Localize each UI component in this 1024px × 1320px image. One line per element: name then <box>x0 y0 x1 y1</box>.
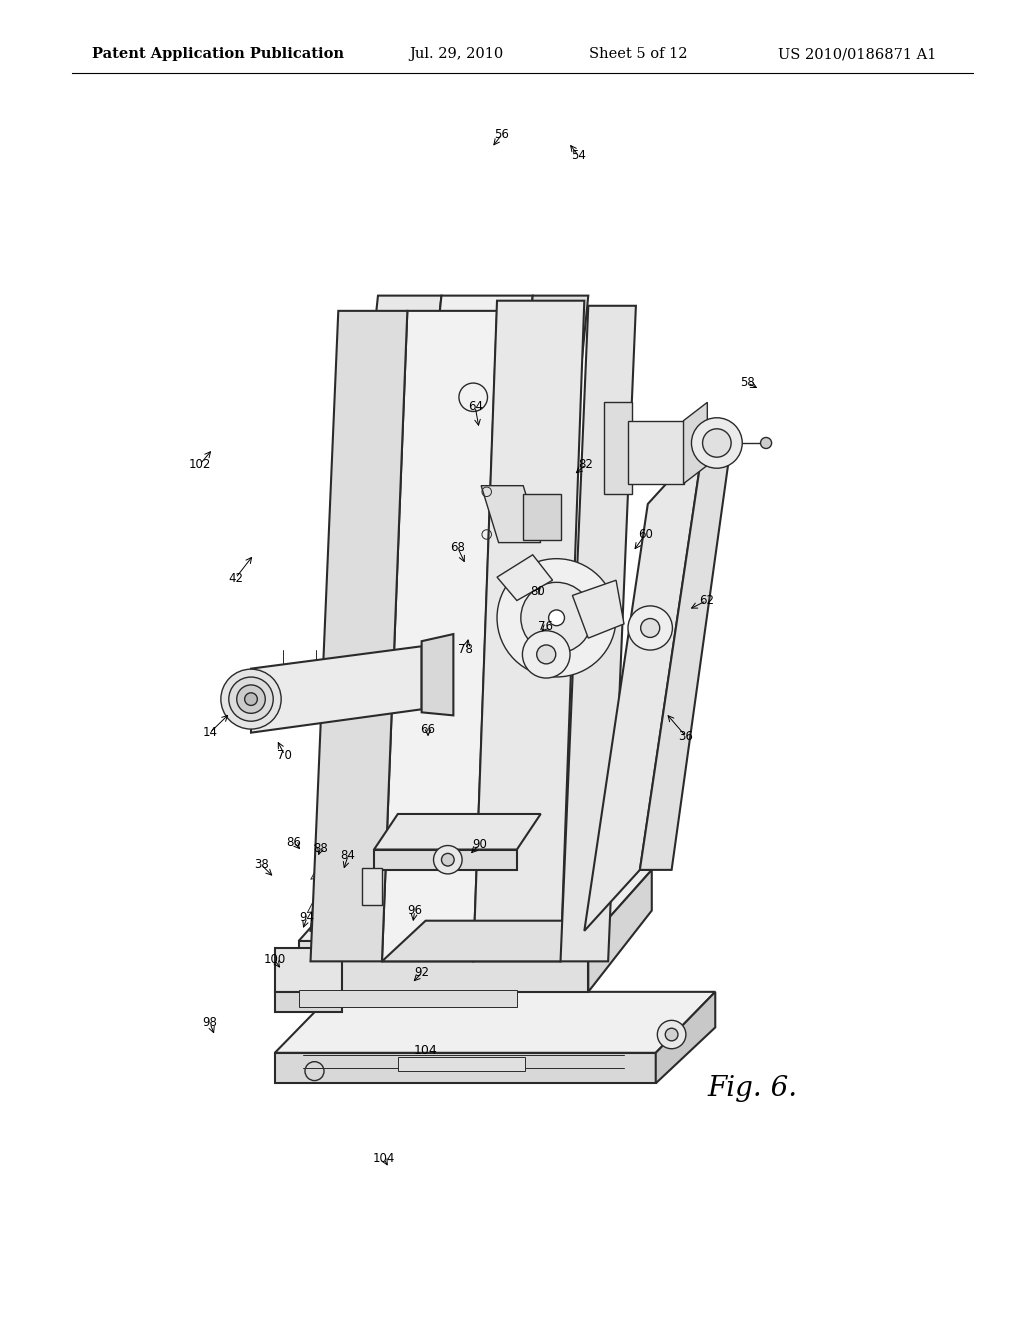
Polygon shape <box>473 301 585 961</box>
Text: 80: 80 <box>530 585 545 598</box>
Polygon shape <box>274 948 342 991</box>
Circle shape <box>245 693 257 705</box>
Text: 64: 64 <box>468 400 482 413</box>
Text: Sheet 5 of 12: Sheet 5 of 12 <box>589 48 687 61</box>
Text: 60: 60 <box>638 528 652 541</box>
Text: 42: 42 <box>228 572 243 585</box>
Text: 98: 98 <box>203 1016 217 1030</box>
Text: 56: 56 <box>495 128 509 141</box>
Text: 92: 92 <box>415 966 429 979</box>
Polygon shape <box>374 850 517 870</box>
Polygon shape <box>374 814 541 850</box>
Polygon shape <box>310 296 441 931</box>
Polygon shape <box>640 444 731 870</box>
Circle shape <box>691 417 742 469</box>
Text: 102: 102 <box>188 458 211 471</box>
Text: Patent Application Publication: Patent Application Publication <box>92 48 344 61</box>
Text: 100: 100 <box>263 953 286 966</box>
Polygon shape <box>469 296 588 931</box>
Circle shape <box>628 606 673 649</box>
Text: 82: 82 <box>579 458 593 471</box>
Polygon shape <box>655 991 715 1084</box>
Polygon shape <box>251 647 422 733</box>
Polygon shape <box>299 990 517 1007</box>
Polygon shape <box>299 870 652 941</box>
Circle shape <box>497 558 616 677</box>
Polygon shape <box>585 444 703 931</box>
Polygon shape <box>560 306 636 961</box>
Polygon shape <box>422 634 454 715</box>
Circle shape <box>221 669 282 729</box>
Text: Fig. 6.: Fig. 6. <box>708 1076 798 1102</box>
Circle shape <box>237 685 265 713</box>
Text: 76: 76 <box>539 620 553 634</box>
Text: 88: 88 <box>313 842 328 855</box>
Text: 68: 68 <box>451 541 465 554</box>
Text: 36: 36 <box>679 730 693 743</box>
Text: 94: 94 <box>300 911 314 924</box>
Polygon shape <box>572 581 624 638</box>
Polygon shape <box>628 421 684 483</box>
Circle shape <box>228 677 273 721</box>
Circle shape <box>761 437 772 449</box>
Text: 66: 66 <box>421 723 435 737</box>
Circle shape <box>549 610 564 626</box>
Polygon shape <box>362 867 382 906</box>
Text: US 2010/0186871 A1: US 2010/0186871 A1 <box>778 48 937 61</box>
Circle shape <box>441 854 455 866</box>
Text: 104: 104 <box>414 1044 437 1057</box>
Text: Jul. 29, 2010: Jul. 29, 2010 <box>410 48 504 61</box>
Circle shape <box>702 429 731 457</box>
Circle shape <box>522 631 570 678</box>
Text: 96: 96 <box>408 904 422 917</box>
Polygon shape <box>382 312 497 961</box>
Polygon shape <box>397 1057 524 1071</box>
Polygon shape <box>684 403 708 483</box>
Text: 54: 54 <box>571 149 586 162</box>
Polygon shape <box>588 870 652 991</box>
Polygon shape <box>310 312 408 961</box>
Polygon shape <box>274 991 342 1012</box>
Circle shape <box>641 619 659 638</box>
Polygon shape <box>274 991 715 1053</box>
Polygon shape <box>299 941 588 991</box>
Circle shape <box>433 846 462 874</box>
Polygon shape <box>523 494 560 540</box>
Text: 90: 90 <box>472 838 486 851</box>
Polygon shape <box>374 296 532 931</box>
Text: 104: 104 <box>373 1152 395 1166</box>
Polygon shape <box>497 554 553 601</box>
Text: 78: 78 <box>459 643 473 656</box>
Polygon shape <box>481 486 541 543</box>
Circle shape <box>666 1028 678 1041</box>
Circle shape <box>537 645 556 664</box>
Polygon shape <box>604 403 632 494</box>
Text: 84: 84 <box>341 849 355 862</box>
Text: 38: 38 <box>254 858 268 871</box>
Polygon shape <box>382 921 604 961</box>
Polygon shape <box>274 1053 655 1084</box>
Text: 58: 58 <box>740 376 755 389</box>
Circle shape <box>521 582 592 653</box>
Circle shape <box>657 1020 686 1048</box>
Text: 62: 62 <box>699 594 714 607</box>
Text: 70: 70 <box>278 748 292 762</box>
Text: 14: 14 <box>203 726 217 739</box>
Text: 86: 86 <box>287 836 301 849</box>
Polygon shape <box>406 875 604 923</box>
